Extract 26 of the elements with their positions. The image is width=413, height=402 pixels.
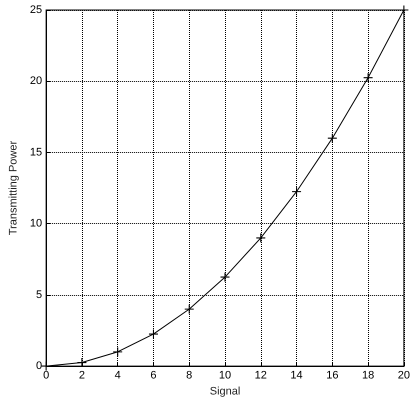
x-tick-label: 18 xyxy=(362,370,374,382)
point xyxy=(256,233,266,242)
y-tick-label: 5 xyxy=(36,288,42,301)
y-tick-label: 25 xyxy=(30,4,42,16)
x-tick-label: 6 xyxy=(150,370,157,382)
x-tick-label: 12 xyxy=(254,370,267,382)
y-axis-title: Transmitting Power xyxy=(8,140,20,236)
y-tick-label: 10 xyxy=(30,218,42,230)
x-axis-title: Signal xyxy=(210,386,240,398)
point xyxy=(113,347,122,356)
point xyxy=(148,330,158,339)
x-tick-label: 4 xyxy=(114,370,121,382)
x-tick-label: 10 xyxy=(218,370,232,382)
x-tick-label: 20 xyxy=(398,370,410,382)
x-tick-label: 14 xyxy=(290,370,303,382)
point xyxy=(184,304,194,314)
y-tick-label: 15 xyxy=(30,146,42,158)
point xyxy=(292,187,302,196)
point xyxy=(364,73,373,82)
y-tick-label: 20 xyxy=(30,75,42,88)
point xyxy=(220,272,230,282)
point xyxy=(328,134,337,143)
x-tick-label: 16 xyxy=(326,370,338,382)
x-tick-label: 8 xyxy=(186,370,192,382)
y-tick-label: 0 xyxy=(36,360,42,372)
x-tick-label: 2 xyxy=(78,370,85,382)
